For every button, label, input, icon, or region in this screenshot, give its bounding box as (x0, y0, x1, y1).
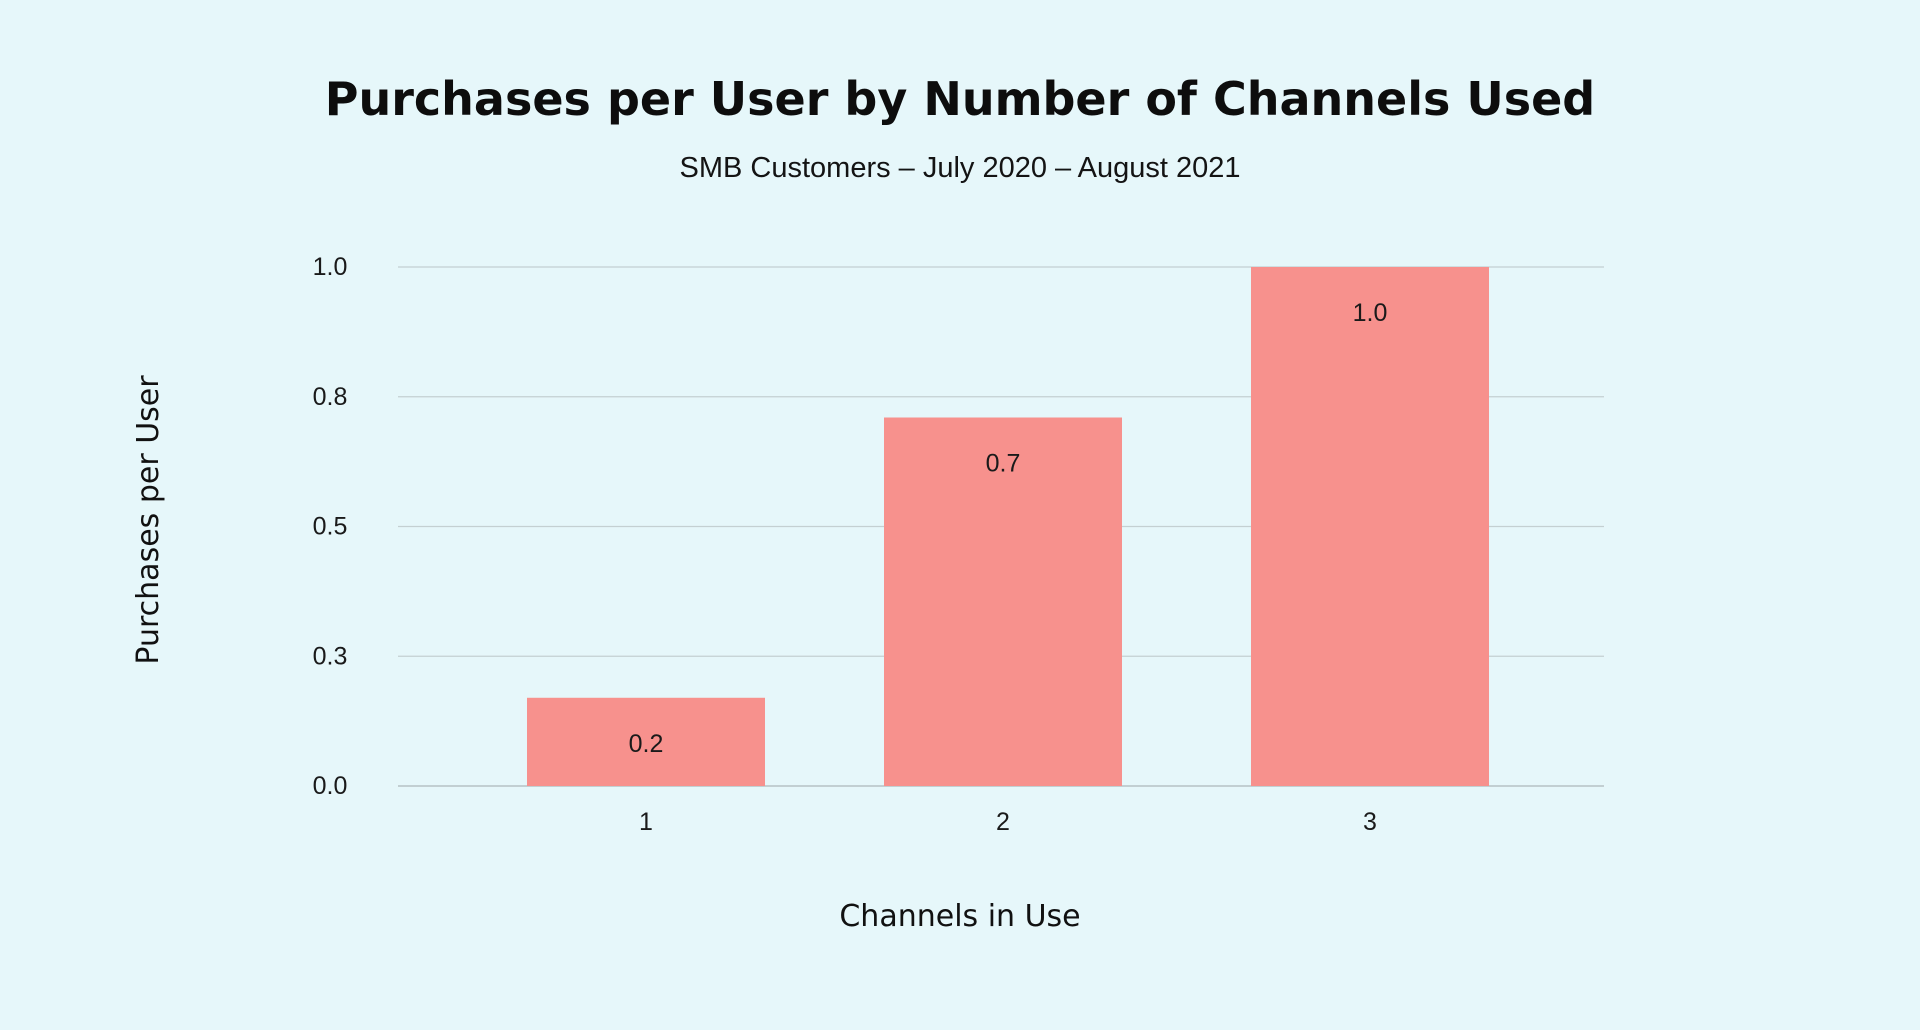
x-tick-label: 2 (996, 808, 1010, 836)
y-axis-title: Purchases per User (131, 375, 166, 665)
y-tick-label: 0.3 (313, 642, 348, 670)
y-tick-label: 1.0 (313, 253, 348, 281)
y-tick-label: 0.8 (313, 383, 348, 411)
y-tick-label: 0.5 (313, 513, 348, 541)
y-tick-label: 0.0 (313, 772, 348, 800)
bar (884, 417, 1122, 786)
bar-data-labels: 0.2 0.7 1.0 (629, 299, 1388, 758)
bar (1251, 267, 1489, 786)
chart-title: Purchases per User by Number of Channels… (325, 72, 1595, 126)
x-axis-title: Channels in Use (839, 899, 1080, 934)
bar (527, 697, 765, 786)
bars (527, 267, 1489, 786)
x-axis-ticks: 1 2 3 (639, 808, 1377, 836)
chart-subtitle: SMB Customers – July 2020 – August 2021 (680, 152, 1241, 184)
bar-value-label: 0.7 (986, 450, 1021, 478)
bar-value-label: 0.2 (629, 730, 664, 758)
x-tick-label: 3 (1363, 808, 1377, 836)
bar-value-label: 1.0 (1353, 299, 1388, 327)
y-axis-ticks: 0.0 0.3 0.5 0.8 1.0 (313, 253, 348, 800)
x-tick-label: 1 (639, 808, 653, 836)
